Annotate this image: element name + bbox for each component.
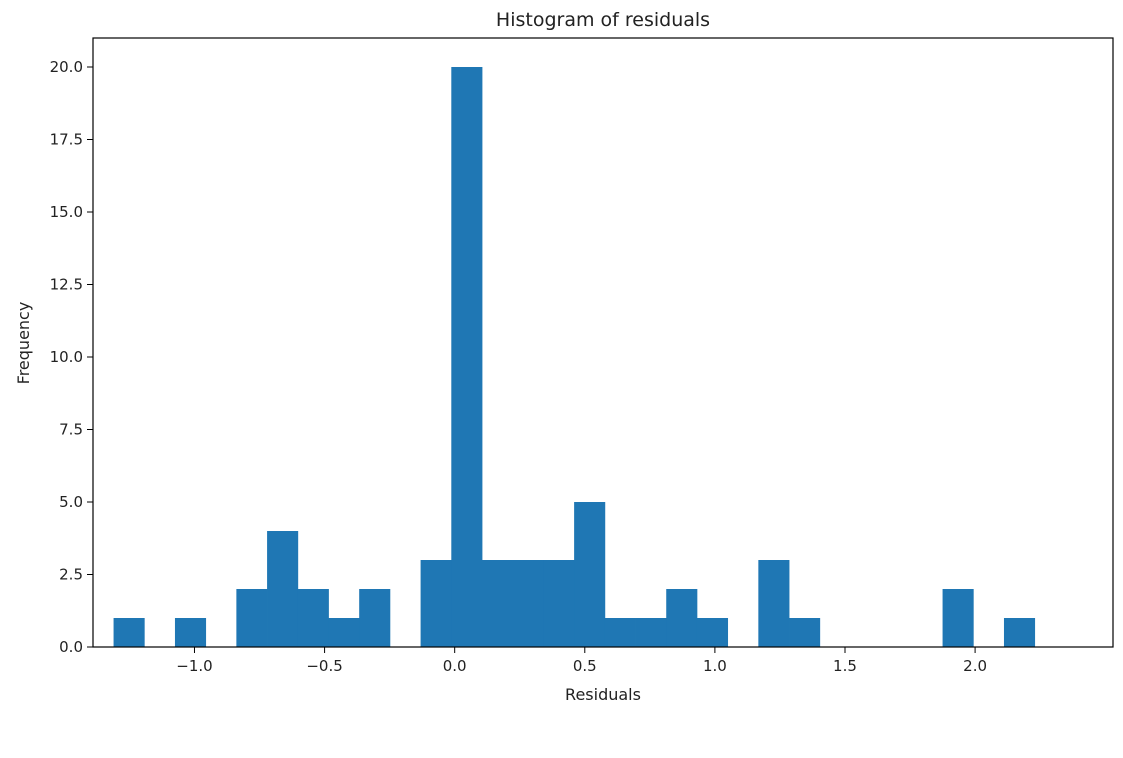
histogram-bar	[758, 560, 790, 647]
histogram-bar	[236, 589, 268, 647]
histogram-bar	[297, 589, 329, 647]
histogram-bar	[1003, 618, 1036, 647]
histogram-bar	[512, 560, 544, 647]
y-axis-ticks: 0.0 2.5 5.0 7.5 10.0 12.5 15.0 17.5 20.0	[50, 58, 93, 656]
histogram-bar	[420, 560, 452, 647]
histogram-bar	[666, 589, 698, 647]
x-tick-label: 0.5	[573, 657, 597, 675]
histogram-bar	[174, 618, 207, 647]
y-tick-label: 0.0	[59, 638, 83, 656]
bars-group	[113, 67, 1036, 647]
y-axis-label: Frequency	[14, 302, 33, 385]
histogram-bar	[451, 67, 483, 647]
x-tick-label: −1.0	[176, 657, 212, 675]
y-tick-label: 2.5	[59, 566, 83, 584]
x-axis-label: Residuals	[565, 685, 641, 704]
histogram-bar	[113, 618, 145, 647]
histogram-bar	[328, 618, 360, 647]
histogram-bar	[635, 618, 667, 647]
y-tick-label: 5.0	[59, 493, 83, 511]
x-tick-label: 0.0	[443, 657, 467, 675]
y-tick-label: 20.0	[50, 58, 83, 76]
x-tick-label: −0.5	[306, 657, 342, 675]
x-tick-label: 1.0	[703, 657, 727, 675]
x-tick-label: 1.5	[833, 657, 857, 675]
histogram-bar	[574, 502, 606, 647]
plot-frame	[92, 37, 1114, 648]
y-tick-label: 17.5	[50, 131, 83, 149]
y-tick-label: 7.5	[59, 421, 83, 439]
y-tick-label: 10.0	[50, 348, 83, 366]
chart-title: Histogram of residuals	[496, 9, 710, 31]
histogram-bar	[482, 560, 514, 647]
histogram-bar	[604, 618, 636, 647]
histogram-bar	[543, 560, 575, 647]
histogram-bar	[789, 618, 821, 647]
y-tick-label: 12.5	[50, 276, 83, 294]
histogram-bar	[696, 618, 729, 647]
histogram-bar	[942, 589, 974, 647]
histogram-bar	[267, 531, 299, 647]
x-axis-ticks: −1.0 −0.5 0.0 0.5 1.0 1.5 2.0	[176, 647, 987, 675]
histogram-bar	[359, 589, 391, 647]
y-tick-label: 15.0	[50, 203, 83, 221]
x-tick-label: 2.0	[963, 657, 987, 675]
